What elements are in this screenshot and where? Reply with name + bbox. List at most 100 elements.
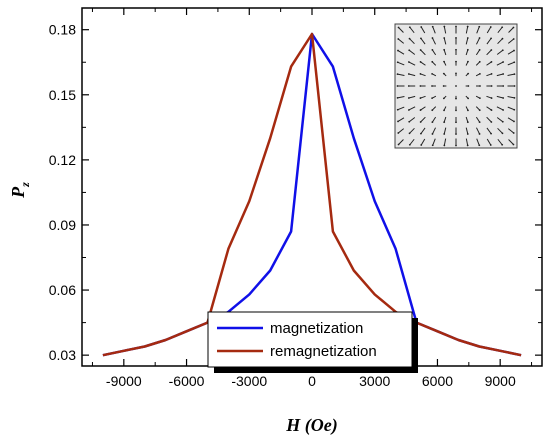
y-axis-title: Pz <box>8 182 32 199</box>
inset-arrow <box>465 127 469 135</box>
inset-arrow-head <box>397 120 399 123</box>
inset-arrow-head <box>443 37 446 39</box>
inset-arrow-head <box>501 143 504 146</box>
inset-arrow-head <box>442 97 445 100</box>
inset-arrow-head <box>455 121 457 124</box>
y-tick-label: 0.06 <box>49 282 76 298</box>
inset-arrow <box>507 73 515 76</box>
inset-arrow-head <box>489 144 492 146</box>
series-line-remagnetization <box>102 32 522 357</box>
inset-arrow <box>397 106 405 111</box>
inset-arrow <box>476 37 480 45</box>
inset-arrow-head <box>420 132 422 135</box>
y-tick-label: 0.18 <box>49 22 76 38</box>
inset-arrow <box>486 49 492 56</box>
inset-arrow-head <box>419 73 422 75</box>
inset-arrow-head <box>397 49 399 52</box>
inset-arrow-head <box>466 121 469 124</box>
inset-arrow <box>507 61 515 66</box>
inset-arrow-head <box>490 49 493 51</box>
inset-arrow-head <box>490 109 493 111</box>
inset-arrow <box>408 73 416 77</box>
inset-arrow <box>432 138 436 146</box>
inset-arrow-head <box>443 144 446 147</box>
inset-arrow <box>409 38 415 45</box>
inset-arrow-head <box>502 109 505 111</box>
inset-arrow-head <box>455 60 457 63</box>
axis-ticks <box>82 8 542 366</box>
inset-arrow <box>507 106 515 111</box>
inset-arrow-head <box>501 49 504 52</box>
inset-arrow <box>420 106 426 111</box>
y-axis-title-main: P <box>8 186 28 199</box>
inset-arrow-head <box>467 85 470 87</box>
inset-arrow-head <box>431 133 434 135</box>
inset-arrow-head <box>502 97 505 99</box>
inset-arrow <box>443 127 447 135</box>
inset-arrow <box>443 26 447 34</box>
inset-arrow-head <box>442 85 445 87</box>
inset-arrow <box>507 50 515 55</box>
inset-arrow-head <box>501 37 504 40</box>
inset-arrow-head <box>396 108 399 111</box>
inset-arrow <box>443 138 447 146</box>
inset-arrow-head <box>419 49 422 51</box>
inset-arrow-head <box>478 60 481 63</box>
inset-arrow <box>398 139 404 145</box>
inset-arrow <box>508 27 514 33</box>
inset-arrow <box>397 38 405 44</box>
x-tick-label: 9000 <box>485 373 516 389</box>
x-tick-label: 3000 <box>359 373 390 389</box>
inset-arrow-head <box>397 38 400 40</box>
inset-vector-field-image <box>394 23 518 149</box>
inset-arrow-head <box>467 60 469 63</box>
inset-arrow-head <box>512 132 515 134</box>
inset-arrow-head <box>397 26 400 29</box>
inset-arrow-head <box>478 49 481 51</box>
inset-arrow-head <box>408 49 411 52</box>
inset-arrow-head <box>431 25 434 28</box>
inset-arrow <box>397 61 405 66</box>
inset-arrow-head <box>431 144 434 147</box>
inset-arrow <box>431 116 437 123</box>
inset-arrow-head <box>431 60 434 63</box>
inset-arrow-head <box>513 73 516 76</box>
x-tick-label: 0 <box>308 373 316 389</box>
legend-label-magnetization: magnetization <box>270 320 363 337</box>
inset-arrow <box>486 127 492 134</box>
y-tick-label: 0.15 <box>49 87 76 103</box>
inset-arrow-head <box>396 85 399 87</box>
inset-arrow-head <box>502 61 505 63</box>
series-lines <box>102 32 522 357</box>
inset-arrow <box>420 138 426 146</box>
inset-arrow-head <box>466 48 469 51</box>
inset-arrow-head <box>443 109 445 112</box>
legend-box <box>207 311 413 368</box>
inset-arrow <box>409 127 415 134</box>
inset-arrow-head <box>466 133 469 135</box>
inset-arrow <box>507 117 515 122</box>
inset-arrow <box>431 49 437 56</box>
inset-arrow-head <box>513 120 515 123</box>
inset-arrow-head <box>467 109 469 112</box>
inset-arrow-head <box>490 37 492 40</box>
inset-arrow <box>420 61 426 66</box>
inset-arrow-head <box>419 85 422 87</box>
inset-arrow-head <box>467 72 470 75</box>
inset-arrow-head <box>431 85 433 87</box>
inset-arrow-head <box>501 132 504 135</box>
x-tick-label: 6000 <box>422 373 453 389</box>
inset-arrow <box>408 61 416 66</box>
inset-arrow <box>432 37 436 45</box>
inset-arrow-head <box>455 85 457 87</box>
inset-arrow <box>486 61 492 66</box>
inset-arrows <box>396 25 516 147</box>
inset-arrow <box>420 38 426 45</box>
inset-arrow-head <box>420 144 423 146</box>
inset-arrow <box>476 26 480 34</box>
inset-arrow <box>486 26 492 34</box>
inset-arrow <box>497 26 503 34</box>
inset-arrow-head <box>502 73 505 75</box>
inset-arrow-head <box>455 97 457 100</box>
